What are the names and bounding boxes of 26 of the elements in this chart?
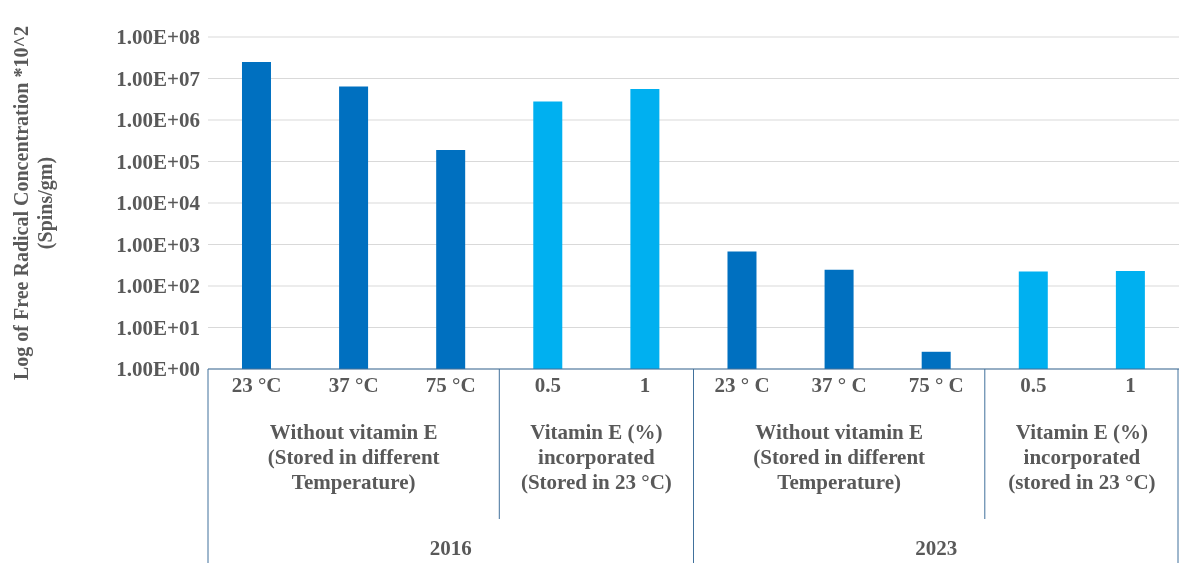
y-tick-label: 1.00E+01: [116, 315, 200, 340]
x-tick-label: 37 ° C: [811, 372, 867, 397]
text: Vitamin E (%) incorporated (Stored in 23 °C): [520, 420, 672, 494]
y-tick-label: 1.00E+05: [116, 149, 200, 174]
y-tick-label: 1.00E+06: [116, 108, 200, 133]
x-tick-label: 23 °C: [231, 372, 282, 397]
y-axis-title: Log of Free Radical Concentration *10^2 (Spins/gm): [10, 26, 57, 380]
text: 2016: [429, 536, 472, 560]
x-tick-label: 75 °C: [425, 372, 476, 397]
x-tick-label: 75 ° C: [908, 372, 964, 397]
x-tick-label: 0.5: [1020, 372, 1047, 397]
y-tick-label: 1.00E+08: [116, 25, 200, 50]
y-tick-label: 1.00E+04: [116, 191, 201, 216]
text: Vitamin E (%) incorporated (stored in 23 °C): [1008, 420, 1156, 494]
text: 2023: [915, 536, 958, 560]
y-tick-label: 1.00E+03: [116, 232, 200, 257]
y-tick-label: 1.00E+07: [116, 66, 200, 91]
x-tick-label: 37 °C: [328, 372, 379, 397]
x-tick-label: 23 ° C: [714, 372, 770, 397]
x-tick-label: 1: [1125, 372, 1136, 397]
text: Without vitamin E (Stored in different Temperature): [753, 420, 926, 494]
x-tick-label: 0.5: [534, 372, 561, 397]
y-tick-label: 1.00E+00: [116, 357, 200, 382]
y-tick-label: 1.00E+02: [116, 274, 200, 299]
text: Without vitamin E (Stored in different Temperature): [267, 420, 440, 494]
x-tick-label: 1: [639, 372, 651, 397]
